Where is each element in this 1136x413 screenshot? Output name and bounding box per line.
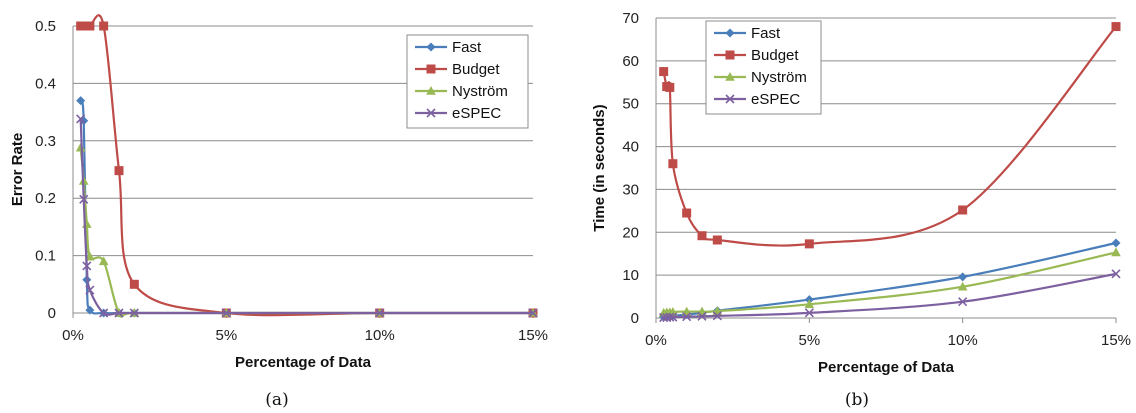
y-tick-label: 0 — [631, 310, 639, 327]
y-tick-label: 10 — [622, 267, 639, 284]
data-point-nyström — [1111, 247, 1121, 257]
y-tick-label: 40 — [622, 139, 639, 156]
chart-caption: (b) — [845, 390, 869, 410]
x-tick-label: 0% — [645, 332, 667, 349]
data-point-budget — [682, 208, 692, 218]
data-point-espec — [221, 308, 231, 318]
data-point-espec — [804, 308, 814, 318]
y-tick-label: 0.3 — [35, 133, 56, 150]
data-point-budget — [665, 82, 675, 92]
y-tick-label: 0.1 — [35, 248, 56, 265]
data-point-espec — [76, 114, 86, 124]
data-point-espec — [697, 311, 707, 321]
legend-marker-nyström — [725, 72, 735, 81]
y-tick-label: 0 — [48, 305, 56, 322]
data-point-espec — [668, 312, 678, 322]
chart-caption: (a) — [265, 390, 288, 410]
data-point-budget — [114, 166, 124, 176]
legend-label-fast: Fast — [751, 25, 781, 42]
data-point-budget — [804, 239, 814, 249]
x-axis-title: Percentage of Data — [818, 359, 955, 376]
data-point-espec — [528, 308, 538, 318]
data-point-budget — [712, 235, 722, 245]
data-point-espec — [712, 311, 722, 321]
legend-label-budget: Budget — [751, 47, 799, 64]
x-tick-label: 0% — [62, 327, 84, 344]
data-point-espec — [958, 297, 968, 307]
y-tick-label: 50 — [622, 96, 639, 113]
y-tick-label: 20 — [622, 224, 639, 241]
data-point-espec — [1111, 269, 1121, 279]
x-tick-label: 5% — [798, 332, 820, 349]
data-point-budget — [958, 205, 968, 215]
data-point-espec — [99, 308, 109, 318]
data-point-fast — [1111, 238, 1121, 248]
y-tick-label: 0.2 — [35, 190, 56, 207]
y-tick-label: 60 — [622, 53, 639, 70]
series-line-fast — [79, 99, 533, 315]
x-tick-label: 15% — [1101, 332, 1131, 349]
data-point-fast — [76, 96, 86, 106]
legend-label-nyström: Nyström — [751, 69, 807, 86]
data-point-nyström — [804, 299, 815, 309]
data-point-nyström — [98, 256, 109, 266]
data-point-fast — [85, 305, 95, 315]
data-point-budget — [99, 21, 109, 31]
series-line-fast — [663, 241, 1117, 319]
series-line-espec — [79, 118, 533, 316]
data-point-espec — [85, 285, 95, 295]
legend-marker-budget — [426, 64, 436, 74]
data-point-budget — [1111, 22, 1121, 32]
chart-panel-a: 0 0.1 0.2 0.3 0.4 0.5 0% 5% 10% 15% Percentage of … — [9, 14, 548, 410]
y-tick-label: 70 — [622, 10, 639, 27]
x-tick-label: 5% — [215, 327, 237, 344]
legend-label-espec: eSPEC — [452, 105, 501, 122]
y-tick-label: 30 — [622, 181, 639, 198]
data-point-espec — [375, 308, 385, 318]
legend-label-nyström: Nyström — [452, 83, 508, 100]
legend-marker-espec — [426, 108, 436, 118]
y-tick-label: 0.5 — [35, 18, 56, 35]
series-line-nyström — [663, 251, 1117, 314]
data-point-budget — [668, 159, 678, 169]
legend-marker-fast — [426, 42, 436, 52]
data-point-nyström — [957, 281, 968, 291]
y-axis-title: Time (in seconds) — [591, 104, 608, 231]
legend-label-fast: Fast — [452, 39, 482, 56]
legend-marker-nyström — [426, 86, 436, 95]
data-point-espec — [665, 312, 675, 322]
legend-label-budget: Budget — [452, 61, 500, 78]
data-point-budget — [697, 231, 707, 241]
legend-marker-espec — [725, 94, 735, 104]
data-point-fast — [958, 272, 968, 282]
data-point-nyström — [681, 306, 692, 316]
data-point-budget — [129, 279, 139, 289]
x-tick-label: 10% — [365, 327, 395, 344]
data-point-nyström — [85, 251, 95, 261]
x-axis-title: Percentage of Data — [235, 354, 372, 371]
x-tick-label: 15% — [518, 327, 548, 344]
legend-label-espec: eSPEC — [751, 91, 800, 108]
y-tick-label: 0.4 — [35, 75, 56, 92]
data-point-espec — [82, 261, 92, 271]
data-point-espec — [682, 312, 692, 322]
data-point-espec — [129, 308, 139, 318]
legend-marker-fast — [725, 28, 735, 38]
series-line-nyström — [79, 147, 533, 318]
data-point-espec — [114, 308, 124, 318]
x-tick-label: 10% — [948, 332, 978, 349]
data-point-budget — [659, 67, 669, 77]
chart-panel-b: 0 10 20 30 40 50 60 70 0% 5% 10% 15% Percentage of D… — [591, 10, 1131, 410]
data-point-nyström — [82, 219, 92, 228]
legend-marker-budget — [725, 50, 735, 60]
y-axis-title: Error Rate — [9, 133, 26, 206]
data-point-espec — [79, 194, 89, 204]
data-point-budget — [85, 21, 95, 31]
